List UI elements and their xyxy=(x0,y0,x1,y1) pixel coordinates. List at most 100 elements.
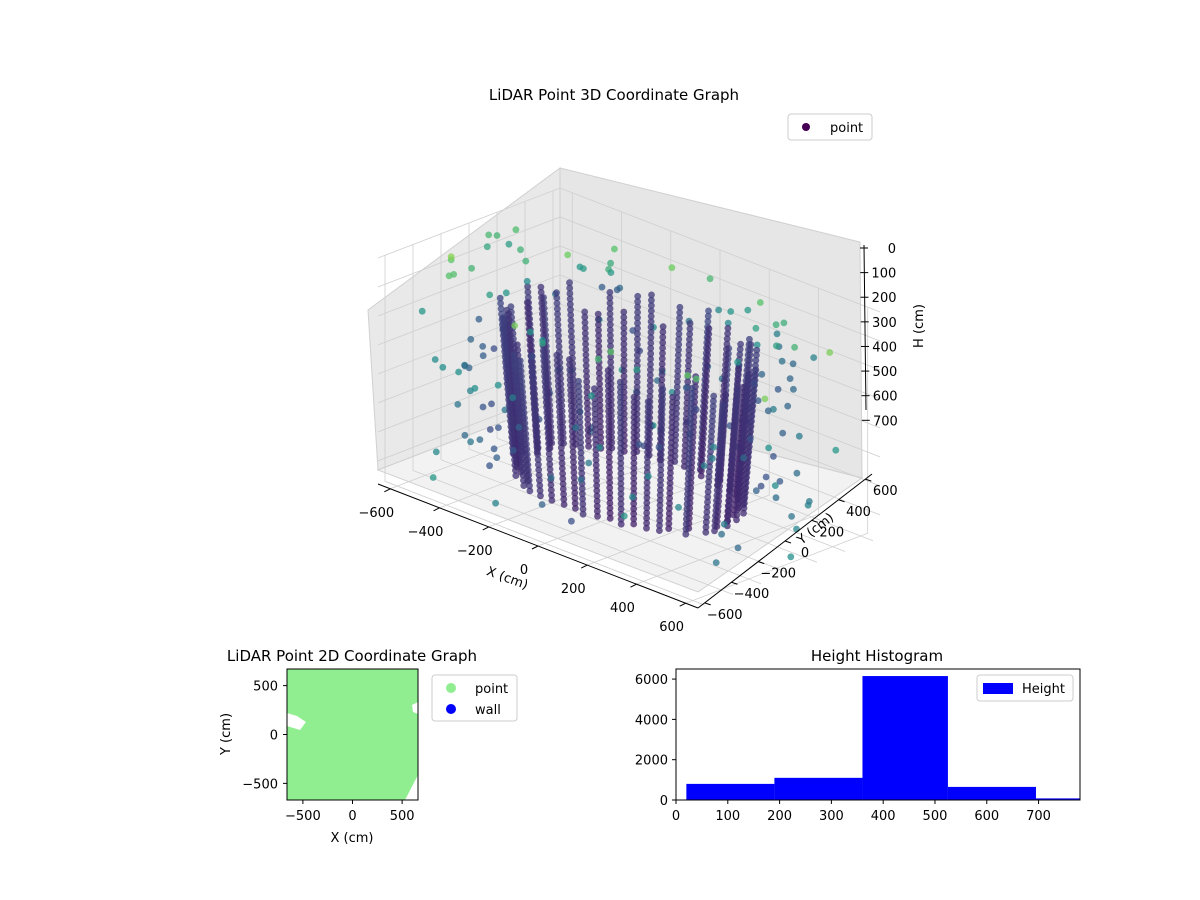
x-tick-label: 0 xyxy=(348,809,356,824)
point-3d xyxy=(545,440,552,447)
point-3d xyxy=(793,469,801,477)
point-3d xyxy=(524,283,531,291)
point-3d xyxy=(657,451,665,459)
legend-2d: point wall xyxy=(431,674,518,722)
point-3d xyxy=(674,378,681,386)
point-3d xyxy=(543,409,551,416)
point-3d xyxy=(728,456,736,464)
point-3d xyxy=(634,341,641,348)
point-3d xyxy=(710,443,718,451)
point-3d xyxy=(643,504,651,512)
point-3d xyxy=(582,340,589,348)
point-3d xyxy=(620,346,628,353)
point-3d xyxy=(701,404,709,411)
point-3d xyxy=(714,482,721,489)
point-3d xyxy=(505,240,513,248)
point-3d xyxy=(579,490,586,498)
point-3d xyxy=(686,430,694,437)
point-3d xyxy=(647,355,654,363)
point-3d xyxy=(568,333,575,340)
legend-hist-frame xyxy=(976,674,1074,702)
point-3d xyxy=(528,368,536,375)
point-3d xyxy=(770,453,777,460)
point-3d xyxy=(572,424,580,432)
y-tick-label: 0 xyxy=(270,729,278,744)
point-3d xyxy=(577,449,585,457)
legend-2d-swatch-wall xyxy=(446,704,456,714)
point-3d xyxy=(504,372,511,380)
point-3d xyxy=(540,352,547,360)
point-3d xyxy=(630,469,638,477)
point-3d xyxy=(644,423,652,431)
point-3d xyxy=(617,490,625,498)
point-3d xyxy=(699,441,707,448)
point-3d xyxy=(685,460,693,468)
point-3d xyxy=(617,419,624,427)
point-3d xyxy=(576,408,583,416)
point-3d xyxy=(577,444,585,452)
point-3d xyxy=(506,403,514,411)
point-3d xyxy=(505,382,512,390)
point-3d xyxy=(523,299,531,306)
point-3d xyxy=(646,387,654,395)
point-3d xyxy=(617,434,625,442)
point-3d xyxy=(620,351,628,359)
point-3d xyxy=(733,390,741,398)
y-tick-label: 2000 xyxy=(635,754,668,769)
point-3d xyxy=(643,479,651,486)
point-3d xyxy=(700,462,708,470)
point-3d xyxy=(505,388,513,395)
point-3d xyxy=(832,446,840,454)
point-3d xyxy=(546,460,554,468)
point-3d xyxy=(658,431,665,438)
point-3d xyxy=(548,497,556,504)
point-3d xyxy=(596,412,604,420)
point-3d xyxy=(656,491,664,499)
point-3d xyxy=(604,367,612,374)
point-3d xyxy=(517,367,525,375)
point-3d xyxy=(772,321,780,329)
histogram-bar xyxy=(862,676,948,800)
point-3d xyxy=(723,335,731,343)
point-3d xyxy=(665,525,673,532)
point-3d xyxy=(584,421,592,429)
point-3d xyxy=(646,371,654,379)
point-3d xyxy=(749,397,757,404)
point-3d xyxy=(555,392,563,400)
point-3d xyxy=(749,402,757,410)
point-3d xyxy=(519,393,527,401)
z-axis-line xyxy=(863,244,867,411)
point-3d xyxy=(658,355,666,362)
point-3d xyxy=(584,432,592,439)
point-3d xyxy=(581,319,589,326)
point-3d xyxy=(718,411,726,419)
point-3d xyxy=(683,500,691,508)
point-3d xyxy=(719,401,727,408)
point-3d xyxy=(684,485,692,493)
point-3d xyxy=(534,445,541,453)
point-3d xyxy=(705,335,712,343)
point-3d xyxy=(743,389,751,397)
point-3d xyxy=(523,445,531,453)
point-3d xyxy=(657,476,664,484)
point-3d xyxy=(594,316,602,323)
point-3d xyxy=(577,476,585,483)
point-3d xyxy=(709,412,716,420)
point-3d xyxy=(634,303,641,311)
point-3d xyxy=(514,409,522,416)
point-3d xyxy=(607,259,614,267)
point-3d xyxy=(793,525,800,533)
point-3d xyxy=(596,407,604,415)
point-3d xyxy=(643,509,651,517)
point-3d xyxy=(501,345,509,353)
point-3d xyxy=(553,356,561,364)
point-3d xyxy=(773,330,781,338)
point-3d xyxy=(705,307,712,315)
point-3d xyxy=(633,366,641,374)
point-3d xyxy=(605,428,613,436)
point-3d xyxy=(617,414,624,422)
point-3d xyxy=(606,289,614,296)
y-tick-label: 4000 xyxy=(635,713,668,728)
point-3d xyxy=(753,341,761,349)
point-3d xyxy=(617,480,625,487)
